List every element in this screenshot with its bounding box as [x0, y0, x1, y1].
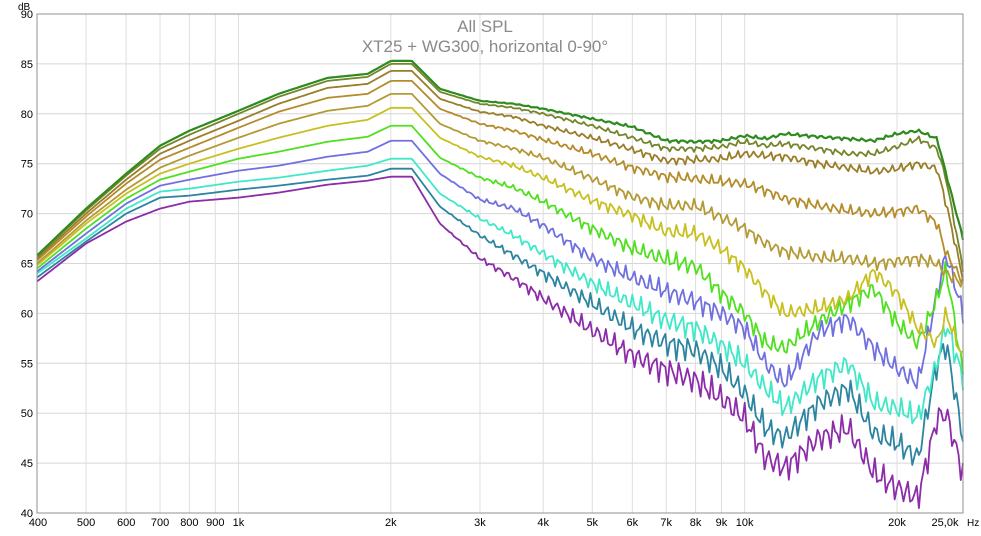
x-tick-label: 25,0k — [932, 517, 959, 529]
x-tick-label: 400 — [29, 517, 47, 529]
y-tick-labels: 40 45 50 55 60 65 70 75 80 85 90 — [21, 9, 33, 520]
grid-lines — [37, 14, 963, 513]
y-tick-label: 65 — [21, 259, 33, 271]
x-tick-label: 2k — [385, 517, 397, 529]
series-line — [36, 79, 964, 284]
y-unit-label: dB — [18, 2, 31, 13]
series-line — [36, 106, 964, 354]
series-line — [36, 69, 964, 282]
x-tick-label: 3k — [474, 517, 486, 529]
series-line — [36, 139, 964, 390]
series-line — [36, 175, 964, 510]
x-tick-label: 600 — [117, 517, 135, 529]
x-unit-label: Hz — [967, 518, 979, 529]
y-tick-label: 55 — [21, 358, 33, 370]
series-line — [36, 124, 964, 375]
series-line — [36, 63, 964, 272]
x-tick-label: 10k — [736, 517, 754, 529]
y-tick-label: 75 — [21, 159, 33, 171]
y-tick-label: 60 — [21, 308, 33, 320]
plot-area-frame — [36, 13, 964, 514]
y-tick-label: 80 — [21, 109, 33, 121]
y-tick-label: 50 — [21, 408, 33, 420]
y-tick-label: 90 — [21, 9, 33, 21]
x-tick-label: 7k — [660, 517, 672, 529]
x-tick-label: 8k — [690, 517, 702, 529]
x-tick-label: 500 — [77, 517, 95, 529]
x-tick-labels: 400 500 600 700 800 900 1k 2k 3k 4k 5k 6k 7k 8k 9k 10k 2… — [29, 517, 959, 529]
x-tick-label: 4k — [537, 517, 549, 529]
x-tick-label: 5k — [586, 517, 598, 529]
series-group — [36, 59, 965, 510]
y-tick-label: 85 — [21, 59, 33, 71]
series-line — [36, 59, 965, 257]
chart-subtitle: XT25 + WG300, horizontal 0-90° — [362, 37, 608, 56]
chart-title: All SPL — [457, 17, 513, 36]
series-line — [36, 157, 964, 425]
series-line — [36, 92, 964, 288]
x-tick-label: 9k — [716, 517, 728, 529]
series-line — [36, 167, 964, 466]
y-tick-label: 70 — [21, 209, 33, 221]
x-tick-label: 700 — [151, 517, 169, 529]
x-tick-label: 6k — [627, 517, 639, 529]
x-tick-label: 20k — [888, 517, 906, 529]
x-tick-label: 800 — [180, 517, 198, 529]
x-tick-label: 1k — [233, 517, 245, 529]
x-tick-label: 900 — [206, 517, 224, 529]
y-tick-label: 40 — [21, 508, 33, 520]
y-tick-label: 45 — [21, 458, 33, 470]
